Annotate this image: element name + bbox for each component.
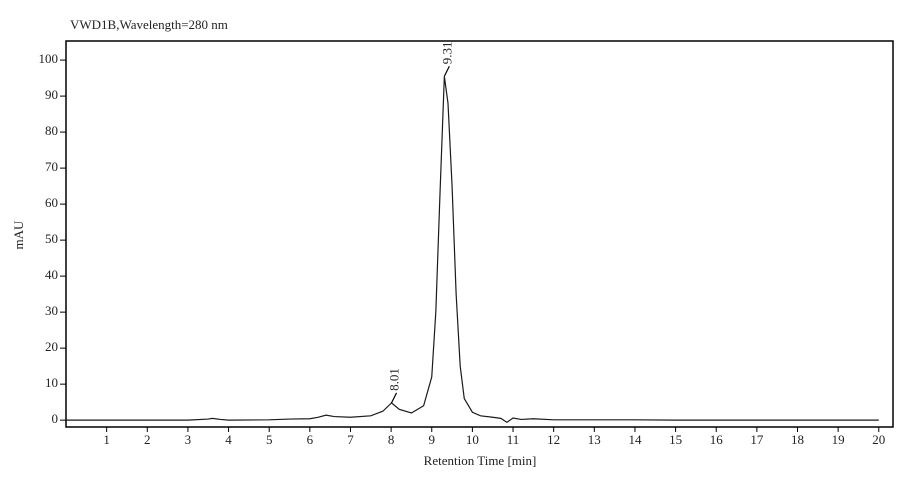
x-tick-label: 2 bbox=[144, 432, 151, 447]
peak-marker bbox=[390, 392, 398, 404]
y-tick-label: 20 bbox=[45, 339, 58, 354]
peak-marker bbox=[443, 66, 450, 77]
y-tick-label: 30 bbox=[45, 303, 58, 318]
y-tick-label: 100 bbox=[39, 51, 59, 66]
y-tick-label: 60 bbox=[45, 195, 58, 210]
peak-label: 9.31 bbox=[439, 42, 454, 65]
x-tick-label: 11 bbox=[507, 432, 520, 447]
y-axis-label: mAU bbox=[11, 220, 26, 250]
x-tick-label: 9 bbox=[428, 432, 435, 447]
x-tick-label: 15 bbox=[669, 432, 682, 447]
x-tick-label: 18 bbox=[791, 432, 804, 447]
x-tick-label: 17 bbox=[750, 432, 764, 447]
x-tick-label: 7 bbox=[347, 432, 354, 447]
y-tick-label: 10 bbox=[45, 375, 58, 390]
x-tick-label: 16 bbox=[710, 432, 724, 447]
peak-label: 8.01 bbox=[387, 368, 402, 391]
y-tick-label: 50 bbox=[45, 231, 58, 246]
x-tick-label: 14 bbox=[628, 432, 642, 447]
x-tick-label: 8 bbox=[388, 432, 395, 447]
chart-title: VWD1B,Wavelength=280 nm bbox=[70, 17, 228, 32]
y-tick-label: 40 bbox=[45, 267, 58, 282]
x-tick-label: 20 bbox=[872, 432, 885, 447]
plot-frame bbox=[65, 40, 894, 428]
x-tick-label: 19 bbox=[832, 432, 845, 447]
x-axis-label: Retention Time [min] bbox=[424, 453, 537, 468]
x-tick-label: 13 bbox=[588, 432, 601, 447]
y-tick-label: 80 bbox=[45, 123, 58, 138]
x-tick-label: 5 bbox=[266, 432, 273, 447]
chromatogram-line bbox=[66, 76, 879, 424]
x-tick-label: 6 bbox=[307, 432, 314, 447]
y-tick-label: 0 bbox=[52, 411, 59, 426]
x-tick-label: 4 bbox=[225, 432, 232, 447]
x-tick-label: 1 bbox=[103, 432, 110, 447]
x-tick-label: 3 bbox=[185, 432, 192, 447]
x-tick-label: 12 bbox=[547, 432, 560, 447]
x-tick-label: 10 bbox=[466, 432, 479, 447]
y-tick-label: 90 bbox=[45, 87, 58, 102]
y-tick-label: 70 bbox=[45, 159, 58, 174]
